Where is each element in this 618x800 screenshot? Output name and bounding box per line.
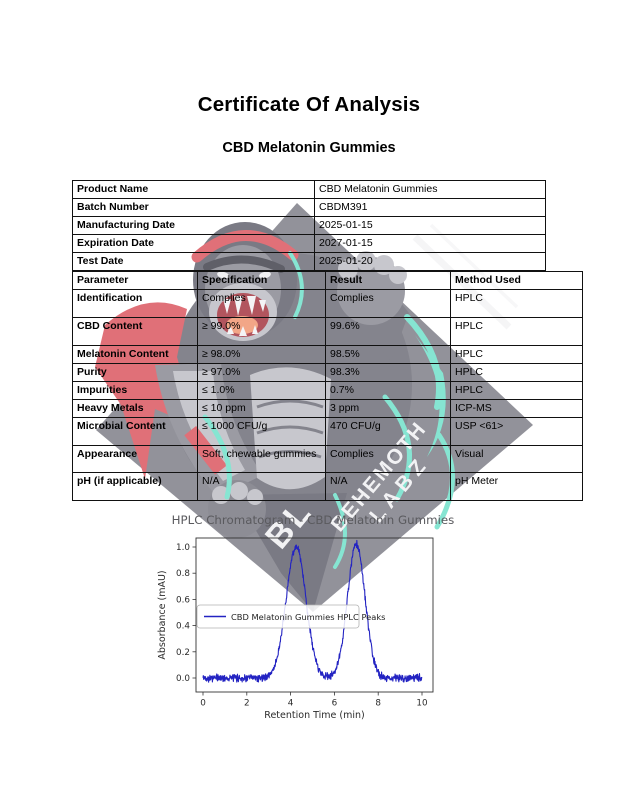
results-cell-method: HPLC — [450, 345, 583, 364]
chromatogram-line — [202, 539, 423, 683]
y-tick-label: 0.4 — [176, 622, 190, 632]
info-value: 2025-01-20 — [314, 252, 546, 271]
info-value: 2027-01-15 — [314, 234, 546, 253]
results-row: Microbial Content ≤ 1000 CFU/g 470 CFU/g US… — [72, 417, 583, 446]
results-row: Identification Complies Complies HPLC — [72, 289, 583, 318]
results-row: Melatonin Content ≥ 98.0% 98.5% HPLC — [72, 345, 583, 364]
results-cell-specification: ≥ 99.0% — [197, 317, 326, 346]
results-cell-result: Complies — [325, 445, 451, 473]
y-tick-label: 0.2 — [176, 648, 190, 658]
results-cell-result: 98.5% — [325, 345, 451, 364]
results-column-header: Method Used — [450, 271, 583, 290]
results-row: Impurities ≤ 1.0% 0.7% HPLC — [72, 381, 583, 400]
results-row: CBD Content ≥ 99.0% 99.6% HPLC — [72, 317, 583, 346]
results-cell-parameter: Purity — [72, 363, 198, 382]
info-value: CBD Melatonin Gummies — [314, 180, 546, 199]
results-cell-specification: ≥ 98.0% — [197, 345, 326, 364]
x-axis-label: Retention Time (min) — [264, 710, 364, 721]
product-info-row: Manufacturing Date 2025-01-15 — [72, 216, 546, 235]
results-cell-parameter: Appearance — [72, 445, 198, 473]
results-cell-method: ICP-MS — [450, 399, 583, 418]
results-cell-result: 0.7% — [325, 381, 451, 400]
results-cell-specification: ≤ 1.0% — [197, 381, 326, 400]
results-cell-specification: ≤ 1000 CFU/g — [197, 417, 326, 446]
x-tick-label: 4 — [288, 699, 294, 709]
results-cell-specification: ≥ 97.0% — [197, 363, 326, 382]
results-cell-method: HPLC — [450, 317, 583, 346]
results-cell-method: pH Meter — [450, 472, 583, 501]
product-info-table: Product Name CBD Melatonin Gummies Batch N… — [72, 180, 546, 271]
results-cell-result: 470 CFU/g — [325, 417, 451, 446]
product-subtitle: CBD Melatonin Gummies — [222, 140, 396, 156]
y-tick-label: 0.6 — [176, 595, 190, 605]
info-label: Batch Number — [72, 198, 315, 217]
results-cell-result: 3 ppm — [325, 399, 451, 418]
x-tick-label: 2 — [244, 699, 250, 709]
results-cell-result: N/A — [325, 472, 451, 501]
results-cell-method: USP <61> — [450, 417, 583, 446]
results-cell-parameter: Impurities — [72, 381, 198, 400]
results-cell-specification: ≤ 10 ppm — [197, 399, 326, 418]
product-info-row: Expiration Date 2027-01-15 — [72, 234, 546, 253]
test-results-table: Parameter Specification Result Method Used … — [72, 271, 583, 501]
results-cell-result: 99.6% — [325, 317, 451, 346]
results-cell-method: HPLC — [450, 363, 583, 382]
results-row: pH (if applicable) N/A N/A pH Meter — [72, 472, 583, 501]
product-info-row: Test Date 2025-01-20 — [72, 252, 546, 271]
results-cell-parameter: Melatonin Content — [72, 345, 198, 364]
results-row: Heavy Metals ≤ 10 ppm 3 ppm ICP-MS — [72, 399, 583, 418]
product-info-row: Product Name CBD Melatonin Gummies — [72, 180, 546, 199]
x-tick-label: 6 — [332, 699, 338, 709]
results-cell-specification: Complies — [197, 289, 326, 318]
results-cell-parameter: Microbial Content — [72, 417, 198, 446]
results-column-header: Parameter — [72, 271, 198, 290]
results-cell-parameter: Heavy Metals — [72, 399, 198, 418]
info-label: Manufacturing Date — [72, 216, 315, 235]
results-cell-method: Visual — [450, 445, 583, 473]
results-cell-result: Complies — [325, 289, 451, 318]
info-label: Product Name — [72, 180, 315, 199]
y-tick-label: 0.8 — [176, 569, 190, 579]
results-row: Appearance Soft, chewable gummies Complies… — [72, 445, 583, 473]
x-tick-label: 8 — [375, 699, 381, 709]
x-tick-label: 0 — [200, 699, 206, 709]
y-tick-label: 1.0 — [176, 543, 190, 553]
results-column-header: Result — [325, 271, 451, 290]
results-cell-result: 98.3% — [325, 363, 451, 382]
results-cell-parameter: pH (if applicable) — [72, 472, 198, 501]
results-cell-parameter: CBD Content — [72, 317, 198, 346]
x-tick-label: 10 — [416, 699, 428, 709]
legend-label: CBD Melatonin Gummies HPLC Peaks — [231, 612, 386, 622]
info-value: 2025-01-15 — [314, 216, 546, 235]
y-tick-label: 0.0 — [176, 674, 190, 684]
info-label: Test Date — [72, 252, 315, 271]
results-cell-specification: Soft, chewable gummies — [197, 445, 326, 473]
info-label: Expiration Date — [72, 234, 315, 253]
results-cell-specification: N/A — [197, 472, 326, 501]
y-axis-label: Absorbance (mAU) — [157, 570, 168, 659]
results-column-header: Specification — [197, 271, 326, 290]
hplc-chromatogram-chart: HPLC Chromatogram - CBD Melatonin Gummie… — [157, 513, 455, 721]
product-info-row: Batch Number CBDM391 — [72, 198, 546, 217]
page-title: Certificate Of Analysis — [197, 93, 421, 116]
results-cell-method: HPLC — [450, 381, 583, 400]
info-value: CBDM391 — [314, 198, 546, 217]
chart-title: HPLC Chromatogram - CBD Melatonin Gummie… — [172, 513, 455, 527]
results-row: Purity ≥ 97.0% 98.3% HPLC — [72, 363, 583, 382]
results-cell-parameter: Identification — [72, 289, 198, 318]
results-cell-method: HPLC — [450, 289, 583, 318]
